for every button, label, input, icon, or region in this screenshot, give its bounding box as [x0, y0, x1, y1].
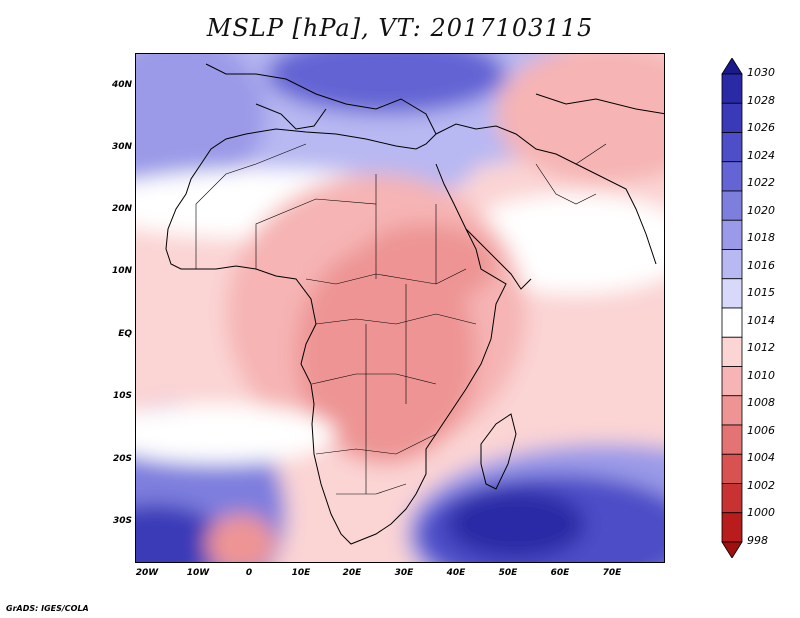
- colorbar-label: 1024: [747, 148, 775, 162]
- lon-label-50e: 50E: [498, 568, 518, 578]
- colorbar-segment: [721, 249, 743, 280]
- colorbar-segment: [721, 132, 743, 163]
- colorbar-segment: [721, 278, 743, 309]
- colorbar-segment: [721, 219, 743, 250]
- colorbar-label: 1018: [747, 231, 775, 245]
- colorbar-segment: [721, 453, 743, 484]
- lat-label-10s: 10S: [112, 391, 132, 401]
- lon-label-60e: 60E: [550, 568, 570, 578]
- lon-label-30e: 30E: [394, 568, 414, 578]
- colorbar-label: 1030: [747, 66, 775, 79]
- colorbar-segment: [721, 102, 743, 133]
- colorbar-segment: [721, 73, 743, 104]
- colorbar-segment: [721, 395, 743, 426]
- colorbar-label: 1020: [747, 203, 775, 217]
- coastlines: [165, 63, 664, 545]
- lon-label-40e: 40E: [446, 568, 466, 578]
- colorbar-label: 1028: [747, 93, 775, 107]
- lon-label-10e: 10E: [291, 568, 311, 578]
- lon-label-0: 0: [245, 568, 253, 578]
- colorbar-label: 1004: [747, 451, 775, 465]
- colorbar-label: 1000: [747, 506, 775, 520]
- map-title: MSLP [hPa], VT: 2017103115: [206, 14, 594, 42]
- lat-label-30s: 30S: [112, 516, 132, 526]
- country-borders: [195, 143, 607, 495]
- lat-label-40n: 40N: [111, 80, 132, 90]
- colorbar-segment: [721, 366, 743, 397]
- lat-label-20s: 20S: [112, 454, 132, 464]
- lon-label-10w: 10W: [186, 568, 210, 578]
- colorbar-label: 1010: [747, 368, 775, 382]
- colorbar-segment: [721, 483, 743, 514]
- colorbar: [721, 58, 743, 558]
- lon-label-20e: 20E: [342, 568, 362, 578]
- mslp-map: [135, 53, 665, 563]
- colorbar-label: 1008: [747, 396, 775, 410]
- lat-label-eq: EQ: [118, 329, 132, 339]
- colorbar-label: 1002: [747, 478, 775, 492]
- lon-label-70e: 70E: [602, 568, 622, 578]
- colorbar-label: 1016: [747, 258, 775, 272]
- colorbar-segment: [721, 190, 743, 221]
- colorbar-label: 1012: [747, 341, 775, 355]
- lat-label-20n: 20N: [111, 204, 132, 214]
- pressure-shading: [136, 54, 664, 562]
- colorbar-segment: [721, 161, 743, 192]
- colorbar-segment: [721, 336, 743, 367]
- colorbar-label: 1026: [747, 121, 775, 135]
- colorbar-top-arrow: [721, 58, 743, 75]
- colorbar-label: 1015: [747, 286, 775, 300]
- colorbar-bottom-arrow: [721, 541, 743, 558]
- footer-credit: GrADS: IGES/COLA: [6, 604, 89, 613]
- mslp-field: [136, 54, 664, 562]
- lon-label-20w: 20W: [135, 568, 159, 578]
- colorbar-label: 1022: [747, 176, 775, 190]
- lat-label-30n: 30N: [111, 142, 132, 152]
- colorbar-segment: [721, 307, 743, 338]
- lat-label-10n: 10N: [111, 266, 132, 276]
- colorbar-label: 1014: [747, 313, 775, 327]
- colorbar-label: 1006: [747, 423, 775, 437]
- colorbar-segment: [721, 424, 743, 455]
- colorbar-segment: [721, 512, 743, 543]
- colorbar-label: 998: [747, 534, 768, 547]
